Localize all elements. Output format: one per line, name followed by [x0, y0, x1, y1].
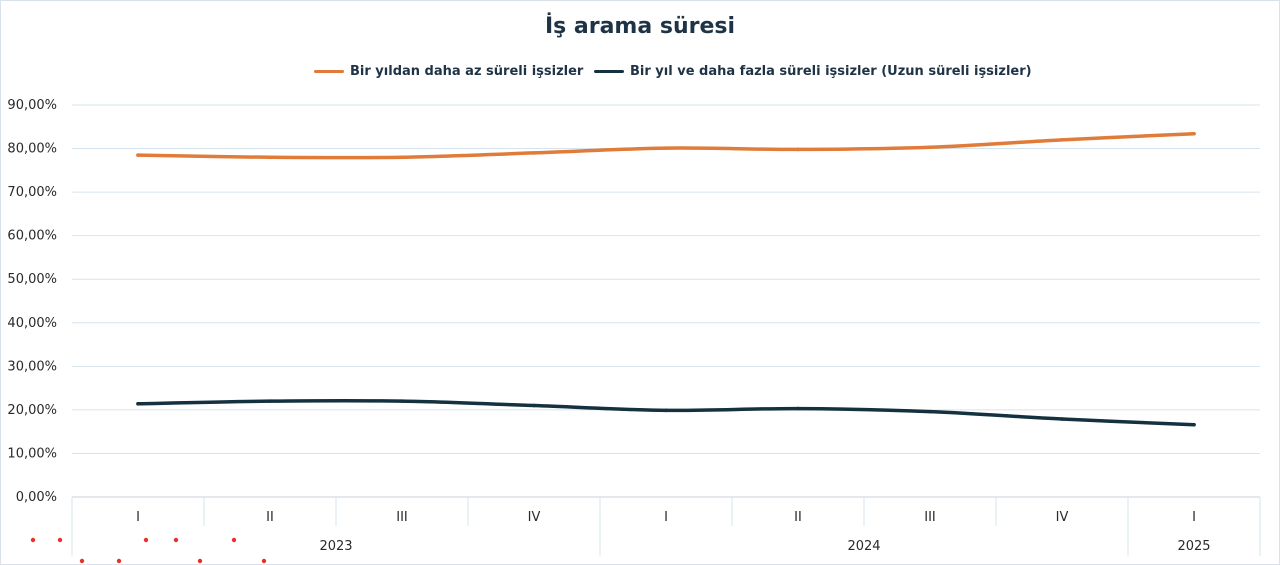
data-point-series-2: [664, 408, 668, 413]
y-tick-label: 0,00%: [16, 490, 57, 505]
x-tick-label: IV: [1056, 510, 1069, 525]
legend-swatch-series-1: [314, 70, 344, 73]
data-point-series-2: [796, 406, 800, 411]
x-tick-label: III: [396, 510, 408, 525]
legend-label-series-2: Bir yıl ve daha fazla süreli işsizler (U…: [630, 64, 1032, 79]
decorative-dot: [231, 537, 237, 543]
y-tick-label: 90,00%: [7, 98, 57, 113]
data-point-series-1: [268, 155, 272, 160]
y-tick-label: 80,00%: [7, 142, 57, 157]
chart-title: İş arama süresi: [544, 14, 736, 39]
series-line-2: [136, 398, 1196, 427]
decorative-dot: [57, 537, 63, 543]
x-tick-label: IV: [528, 510, 541, 525]
legend-item-series-1: Bir yıldan daha az süreli işsizler: [314, 64, 583, 79]
x-tick-label: I: [136, 510, 140, 525]
data-point-series-1: [400, 155, 404, 160]
y-tick-label: 50,00%: [7, 272, 57, 287]
y-tick-label: 10,00%: [7, 446, 57, 461]
y-tick-label: 40,00%: [7, 316, 57, 331]
x-tick-label: I: [664, 510, 668, 525]
x-tick-label: II: [794, 510, 802, 525]
x-group-label: 2024: [847, 539, 880, 554]
data-point-series-2: [136, 401, 140, 406]
data-point-series-2: [1192, 422, 1196, 427]
decorative-dot: [173, 537, 179, 543]
x-tick-label: III: [924, 510, 936, 525]
legend-label-series-1: Bir yıldan daha az süreli işsizler: [350, 64, 584, 79]
x-tick-label: II: [266, 510, 274, 525]
data-point-series-2: [400, 399, 404, 403]
decorative-dot: [197, 558, 203, 564]
x-tick-label: I: [1192, 510, 1196, 525]
y-tick-label: 60,00%: [7, 229, 57, 244]
y-tick-label: 20,00%: [7, 403, 57, 418]
data-point-series-2: [928, 409, 932, 414]
data-point-series-1: [1060, 138, 1064, 142]
decorative-dot: [30, 537, 36, 543]
y-tick-label: 70,00%: [7, 185, 57, 200]
decorative-dot: [116, 558, 122, 564]
x-group-label: 2025: [1177, 539, 1210, 554]
legend-item-series-2: Bir yıl ve daha fazla süreli işsizler (U…: [594, 64, 1032, 79]
y-tick-label: 30,00%: [7, 359, 57, 374]
data-point-series-2: [1060, 417, 1064, 421]
decorative-dot: [143, 537, 149, 543]
decorative-dot: [79, 558, 85, 564]
series-line-1: [136, 131, 1196, 160]
data-point-series-1: [532, 151, 536, 155]
data-point-series-1: [928, 145, 932, 150]
decorative-dot: [261, 558, 267, 564]
data-point-series-1: [796, 147, 800, 152]
data-point-series-1: [136, 153, 140, 157]
x-group-label: 2023: [319, 539, 352, 554]
legend-swatch-series-2: [594, 70, 624, 73]
data-point-series-1: [664, 146, 668, 150]
data-point-series-2: [268, 399, 272, 403]
data-point-series-2: [532, 403, 536, 408]
data-point-series-1: [1192, 131, 1196, 136]
